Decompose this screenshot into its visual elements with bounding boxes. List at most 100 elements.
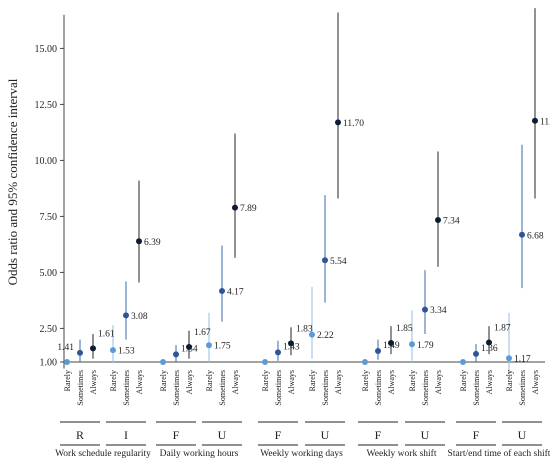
section-label: Work schedule regularity	[55, 449, 151, 459]
section-label: Weekly working days	[260, 449, 343, 459]
x-category-label: Rarely	[63, 370, 72, 391]
x-category-label: Rarely	[159, 370, 168, 391]
x-category-label: Always	[485, 370, 494, 394]
point-rarely	[506, 355, 512, 362]
point-rarely	[362, 359, 368, 365]
data-label: 1.79	[417, 341, 434, 351]
data-label: 1.83	[296, 324, 313, 334]
point-always	[532, 117, 538, 124]
x-category-label: Always	[185, 370, 194, 394]
point-sometimes	[519, 231, 525, 238]
point-sometimes	[173, 351, 179, 358]
section-label: Start/end time of each shift	[448, 448, 550, 459]
point-always	[186, 343, 192, 350]
point-always	[486, 339, 492, 346]
x-category-label: Always	[135, 370, 144, 394]
point-always	[335, 119, 341, 126]
y-tick-label: 1.00	[40, 358, 58, 369]
point-sometimes	[77, 349, 83, 356]
point-always	[136, 238, 142, 245]
point-sometimes	[473, 350, 479, 357]
data-label: 1.87	[494, 324, 511, 334]
data-label: 6.39	[144, 238, 161, 248]
data-label: 1.85	[396, 324, 413, 334]
section-label: Daily working hours	[160, 449, 239, 459]
point-always	[232, 204, 238, 211]
x-category-label: Sometimes	[518, 370, 527, 406]
y-tick-label: 12.50	[35, 100, 58, 111]
data-label: 1.43	[283, 342, 300, 352]
x-category-label: Always	[231, 370, 240, 394]
x-category-label: Always	[334, 370, 343, 394]
x-category-label: Always	[531, 370, 540, 394]
x-category-label: Sometimes	[218, 370, 227, 406]
data-label: 6.68	[527, 231, 544, 241]
point-rarely	[309, 331, 315, 338]
x-category-label: Rarely	[308, 370, 317, 391]
y-tick-label: 15.00	[35, 44, 58, 55]
y-tick-label: 5.00	[40, 268, 58, 279]
y-tick-label: 7.50	[40, 212, 58, 223]
point-sometimes	[322, 257, 328, 264]
x-category-label: Rarely	[205, 370, 214, 391]
x-category-label: Sometimes	[172, 370, 181, 406]
point-rarely	[206, 342, 212, 349]
section-labels: Work schedule regularity Daily working ho…	[55, 448, 550, 459]
point-sometimes	[422, 306, 428, 313]
x-category-labels: Rarely Sometimes Always Rarely Sometimes Alwa…	[63, 370, 540, 406]
group-label: F	[275, 428, 282, 442]
x-category-label: Always	[434, 370, 443, 394]
data-label: 1.36	[481, 344, 498, 354]
point-rarely	[64, 359, 70, 365]
y-tick-label: 2.50	[40, 324, 58, 335]
x-category-label: Sometimes	[122, 370, 131, 406]
point-sometimes	[123, 312, 129, 319]
point-rarely	[460, 359, 466, 365]
x-category-label: Rarely	[261, 370, 270, 391]
x-category-label: Sometimes	[76, 370, 85, 406]
x-category-label: Always	[89, 370, 98, 394]
data-label: 11.70	[343, 119, 364, 129]
x-category-label: Sometimes	[421, 370, 430, 406]
data-label: 2.22	[317, 331, 334, 341]
point-always	[288, 340, 294, 347]
data-label: 5.54	[330, 257, 347, 267]
data-label: 1.61	[98, 329, 115, 339]
point-always	[388, 339, 394, 346]
data-label: 1.67	[194, 328, 211, 338]
data-points	[64, 117, 538, 365]
confidence-intervals	[79, 8, 536, 375]
x-category-label: Rarely	[459, 370, 468, 391]
x-category-label: Sometimes	[274, 370, 283, 406]
axes: 1.00 2.50 5.00 7.50 10.00 12.50 15.00	[35, 14, 545, 369]
data-label: 1.53	[118, 347, 135, 357]
data-label: 1.17	[514, 355, 531, 365]
point-sometimes	[275, 349, 281, 356]
group-label: U	[218, 428, 227, 442]
data-label: 11.77	[540, 117, 550, 127]
x-category-label: Always	[387, 370, 396, 394]
data-label: 1.75	[214, 342, 231, 352]
data-label: 4.17	[227, 287, 244, 297]
point-rarely	[110, 347, 116, 354]
x-category-label: Rarely	[408, 370, 417, 391]
data-label: 1.34	[181, 344, 198, 354]
x-category-label: Rarely	[109, 370, 118, 391]
point-sometimes	[219, 287, 225, 294]
group-label: F	[375, 428, 382, 442]
group-label: I	[124, 428, 128, 442]
point-rarely	[262, 359, 268, 365]
group-label: R	[76, 428, 84, 442]
x-category-label: Sometimes	[374, 370, 383, 406]
point-always	[435, 216, 441, 223]
data-label: 1.49	[383, 341, 400, 351]
y-tick-label: 10.00	[35, 156, 58, 167]
data-label: 1.41	[57, 343, 74, 353]
x-category-label: Rarely	[505, 370, 514, 391]
data-label: 7.89	[240, 204, 257, 214]
x-category-label: Always	[287, 370, 296, 394]
point-always	[90, 345, 96, 352]
group-label: U	[518, 428, 527, 442]
